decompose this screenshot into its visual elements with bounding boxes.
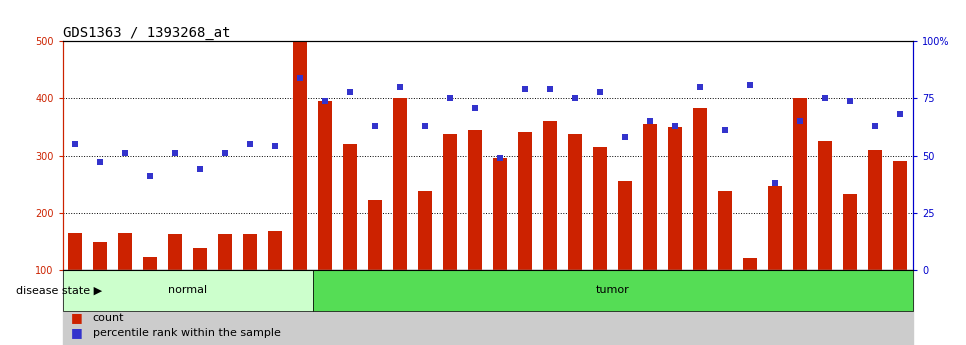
Point <box>318 98 333 104</box>
Bar <box>344 144 357 270</box>
Point <box>668 123 683 129</box>
Point <box>617 135 633 140</box>
Point <box>842 98 858 104</box>
Bar <box>694 108 707 270</box>
Point <box>68 141 83 147</box>
Point <box>693 84 708 90</box>
Point <box>518 87 533 92</box>
Point <box>768 180 783 186</box>
Bar <box>494 158 507 270</box>
Point <box>417 123 433 129</box>
Point <box>718 128 733 133</box>
Point <box>568 96 583 101</box>
Point <box>867 123 883 129</box>
Text: ■: ■ <box>71 311 83 324</box>
Point <box>642 119 658 124</box>
Bar <box>769 186 782 270</box>
Bar <box>818 141 833 270</box>
Bar <box>868 150 882 270</box>
Point <box>543 87 558 92</box>
Bar <box>843 194 857 270</box>
Point <box>442 96 458 101</box>
Point <box>93 160 108 165</box>
Bar <box>393 98 408 270</box>
Point <box>392 84 408 90</box>
Bar <box>69 233 82 270</box>
Bar <box>368 200 383 270</box>
Bar <box>63 270 313 311</box>
Bar <box>218 234 232 270</box>
Bar <box>593 147 608 270</box>
Bar <box>544 121 557 270</box>
Text: GDS1363 / 1393268_at: GDS1363 / 1393268_at <box>63 26 230 40</box>
Bar <box>418 191 432 270</box>
Point <box>217 150 233 156</box>
Bar <box>894 161 907 270</box>
Point <box>167 150 183 156</box>
Point <box>343 89 358 95</box>
Point <box>293 75 308 81</box>
Point <box>192 166 208 172</box>
Bar <box>168 234 183 270</box>
Text: tumor: tumor <box>596 285 630 295</box>
Bar <box>193 248 207 270</box>
Text: normal: normal <box>168 285 208 295</box>
Bar <box>143 257 157 270</box>
Point <box>793 119 809 124</box>
Point <box>493 155 508 160</box>
Text: percentile rank within the sample: percentile rank within the sample <box>93 328 280 338</box>
Point <box>468 105 483 110</box>
Point <box>817 96 833 101</box>
Bar <box>294 41 307 270</box>
Bar <box>119 233 132 270</box>
Bar <box>469 130 482 270</box>
Bar <box>519 131 532 270</box>
Point <box>268 144 283 149</box>
Bar <box>443 134 457 270</box>
Point <box>743 82 758 88</box>
Point <box>118 150 133 156</box>
Bar <box>744 258 757 270</box>
Bar <box>243 234 257 270</box>
Bar <box>618 181 632 270</box>
Point <box>368 123 384 129</box>
Bar <box>643 124 657 270</box>
Bar <box>269 231 282 270</box>
Point <box>592 89 608 95</box>
Text: disease state ▶: disease state ▶ <box>16 285 102 295</box>
Point <box>242 141 258 147</box>
Bar <box>63 270 913 345</box>
Bar <box>319 101 332 270</box>
Bar <box>719 191 732 270</box>
Point <box>143 173 158 179</box>
Bar <box>793 98 808 270</box>
Bar <box>668 127 682 270</box>
Bar <box>568 134 582 270</box>
Text: ■: ■ <box>71 326 83 339</box>
Bar <box>313 270 913 311</box>
Text: count: count <box>93 313 124 323</box>
Point <box>893 112 908 117</box>
Bar <box>94 242 107 270</box>
